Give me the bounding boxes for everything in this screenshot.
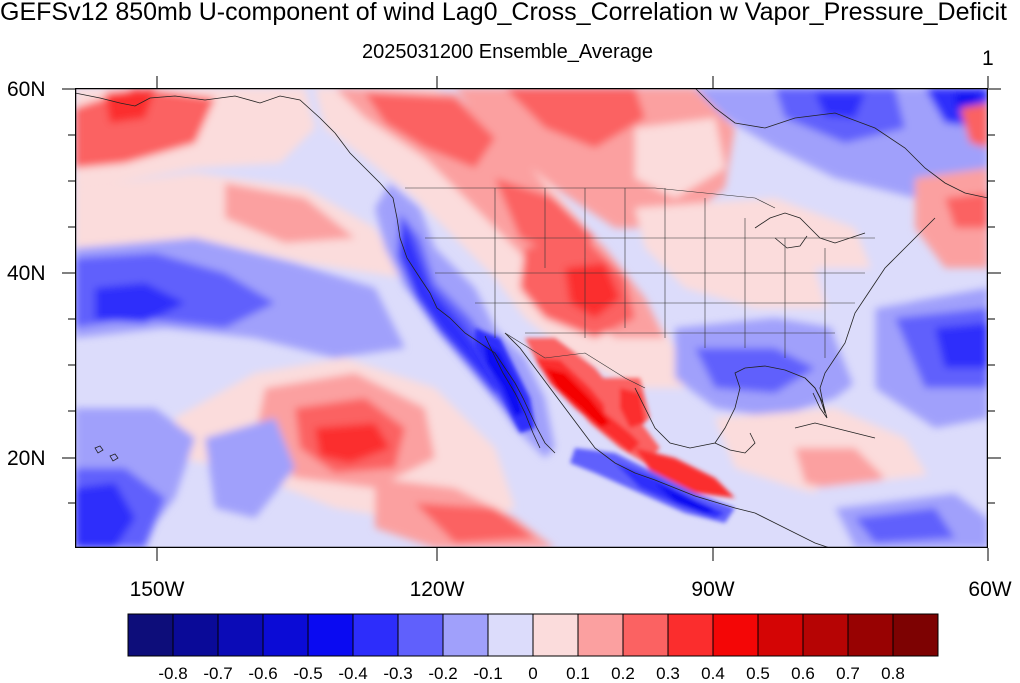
- colorbar-tick-label: -0.4: [338, 664, 368, 683]
- colorbar-tick-label: -0.8: [158, 664, 188, 683]
- colorbar-box: [487, 613, 534, 657]
- colorbar-box: [577, 613, 624, 657]
- colorbar-box: [262, 613, 309, 657]
- lon-label-120w: 120W: [409, 578, 465, 601]
- panel-number: 1: [982, 47, 994, 70]
- colorbar-box: [397, 613, 444, 657]
- colorbar-box: [127, 613, 174, 657]
- lat-label-60n: 60N: [7, 78, 46, 101]
- colorbar-tick-label: -0.7: [203, 664, 233, 683]
- colorbar-box: [622, 613, 669, 657]
- colorbar-tick-label: -0.1: [473, 664, 503, 683]
- figure-title: GEFSv12 850mb U-component of wind Lag0_C…: [0, 0, 1007, 26]
- colorbar-tick-label: 0: [528, 664, 538, 683]
- colorbar-tick-label: 0.5: [746, 664, 770, 683]
- political-boundaries: [405, 187, 875, 389]
- colorbar-tick-label: 0.7: [836, 664, 860, 683]
- colorbar-tick-label: -0.6: [248, 664, 278, 683]
- colorbar-box: [667, 613, 714, 657]
- field-mexico-features: [475, 328, 735, 523]
- colorbar-box: [307, 613, 354, 657]
- colorbar-boxes: [127, 613, 939, 657]
- colorbar-box: [172, 613, 219, 657]
- colorbar-box: [712, 613, 759, 657]
- colorbar-box: [532, 613, 579, 657]
- colorbar-tick-label: 0.4: [701, 664, 725, 683]
- map-border: [75, 88, 988, 548]
- lon-label-90w: 90W: [691, 578, 735, 601]
- lat-label-20n: 20N: [7, 447, 46, 470]
- figure-subtitle: 2025031200 Ensemble_Average: [362, 41, 653, 63]
- correlation-field: [75, 88, 988, 548]
- colorbar-box: [217, 613, 264, 657]
- colorbar-box: [442, 613, 489, 657]
- colorbar-box: [847, 613, 894, 657]
- lon-label-150w: 150W: [129, 578, 185, 601]
- colorbar-tick-label: -0.2: [428, 664, 458, 683]
- colorbar-box: [352, 613, 399, 657]
- correlation-map: [75, 88, 988, 548]
- colorbar-tick-label: 0.2: [611, 664, 635, 683]
- field-broad-structures: [75, 88, 988, 548]
- colorbar-tick-label: -0.5: [293, 664, 323, 683]
- colorbar-box: [892, 613, 939, 657]
- colorbar-tick-label: 0.6: [791, 664, 815, 683]
- colorbar-tick-label: 0.8: [881, 664, 905, 683]
- coastlines: [75, 88, 988, 548]
- colorbar-tick-label: 0.1: [566, 664, 590, 683]
- colorbar-box: [757, 613, 804, 657]
- colorbar-tick-label: -0.3: [383, 664, 413, 683]
- colorbar-tick-label: 0.3: [656, 664, 680, 683]
- lat-label-40n: 40N: [7, 262, 46, 285]
- lon-label-60w: 60W: [968, 578, 1012, 601]
- colorbar-box: [802, 613, 849, 657]
